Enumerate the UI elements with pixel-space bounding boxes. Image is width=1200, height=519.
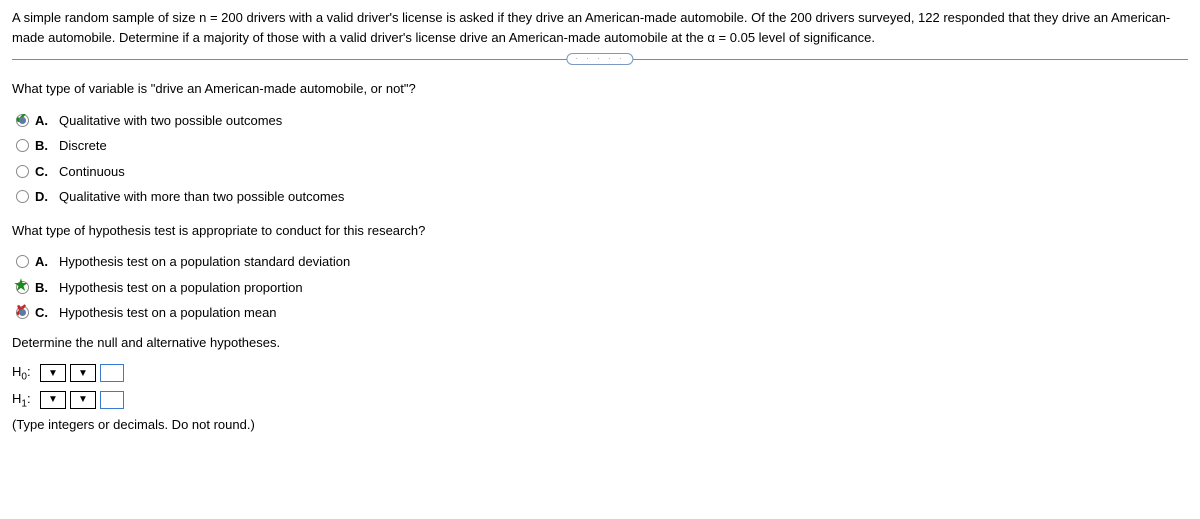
section-divider: · · · · · xyxy=(12,53,1188,65)
radio-q2-b[interactable]: ★ xyxy=(16,281,29,294)
option-label: Hypothesis test on a population standard… xyxy=(59,252,350,272)
question-2-options: A. Hypothesis test on a population stand… xyxy=(16,252,1188,323)
option-letter: A. xyxy=(35,111,53,131)
radio-q1-d[interactable] xyxy=(16,190,29,203)
check-icon: ✔ xyxy=(14,111,28,125)
radio-q1-c[interactable] xyxy=(16,165,29,178)
q1-option-b[interactable]: B. Discrete xyxy=(16,136,1188,156)
null-hypothesis-row: H0: ▼ ▼ xyxy=(12,362,1188,385)
option-letter: B. xyxy=(35,136,53,156)
h0-param-dropdown[interactable]: ▼ xyxy=(40,364,66,382)
question-1-text: What type of variable is "drive an Ameri… xyxy=(12,79,1188,99)
radio-q1-a[interactable]: ✔ xyxy=(16,114,29,127)
radio-q2-c[interactable]: ✘ xyxy=(16,306,29,319)
q2-option-a[interactable]: A. Hypothesis test on a population stand… xyxy=(16,252,1188,272)
divider-pill: · · · · · xyxy=(566,53,633,65)
h1-label: H1: xyxy=(12,389,36,412)
option-label: Qualitative with more than two possible … xyxy=(59,187,344,207)
problem-statement: A simple random sample of size n = 200 d… xyxy=(12,8,1188,47)
question-1-options: ✔ A. Qualitative with two possible outco… xyxy=(16,111,1188,207)
input-hint: (Type integers or decimals. Do not round… xyxy=(12,415,1188,435)
radio-q2-a[interactable] xyxy=(16,255,29,268)
q1-option-a[interactable]: ✔ A. Qualitative with two possible outco… xyxy=(16,111,1188,131)
option-letter: A. xyxy=(35,252,53,272)
option-letter: D. xyxy=(35,187,53,207)
q2-option-c[interactable]: ✘ C. Hypothesis test on a population mea… xyxy=(16,303,1188,323)
h0-relation-dropdown[interactable]: ▼ xyxy=(70,364,96,382)
option-label: Hypothesis test on a population mean xyxy=(59,303,277,323)
option-label: Qualitative with two possible outcomes xyxy=(59,111,282,131)
question-2-text: What type of hypothesis test is appropri… xyxy=(12,221,1188,241)
h1-relation-dropdown[interactable]: ▼ xyxy=(70,391,96,409)
option-label: Hypothesis test on a population proporti… xyxy=(59,278,303,298)
option-label: Continuous xyxy=(59,162,125,182)
q1-option-c[interactable]: C. Continuous xyxy=(16,162,1188,182)
alt-hypothesis-row: H1: ▼ ▼ xyxy=(12,389,1188,412)
h0-label: H0: xyxy=(12,362,36,385)
option-letter: B. xyxy=(35,278,53,298)
hypotheses-heading: Determine the null and alternative hypot… xyxy=(12,333,1188,353)
h1-value-input[interactable] xyxy=(100,391,124,409)
option-label: Discrete xyxy=(59,136,107,156)
h1-param-dropdown[interactable]: ▼ xyxy=(40,391,66,409)
q2-option-b[interactable]: ★ B. Hypothesis test on a population pro… xyxy=(16,278,1188,298)
radio-q1-b[interactable] xyxy=(16,139,29,152)
option-letter: C. xyxy=(35,303,53,323)
option-letter: C. xyxy=(35,162,53,182)
h0-value-input[interactable] xyxy=(100,364,124,382)
q1-option-d[interactable]: D. Qualitative with more than two possib… xyxy=(16,187,1188,207)
cross-icon: ✘ xyxy=(14,303,28,317)
star-icon: ★ xyxy=(14,279,28,293)
